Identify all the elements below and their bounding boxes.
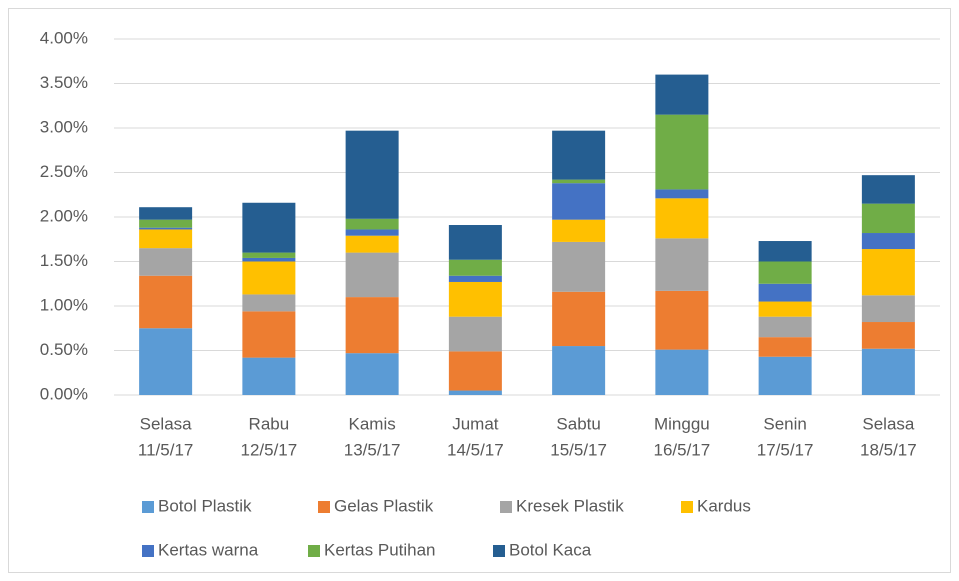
x-tick-label: 14/5/17 [447,440,504,459]
bar-segment [242,311,296,358]
bar-segment [861,203,915,234]
legend-swatch [142,545,154,557]
bar-segment [242,252,296,258]
bar-segment [552,130,606,180]
bar-segment [139,229,193,249]
bar-segment [345,297,399,354]
y-tick-label: 4.00% [40,28,88,47]
y-tick-label: 1.50% [40,251,88,270]
bar-segment [655,114,709,190]
bar-segment [242,261,296,295]
bar-segment [655,198,709,239]
x-tick-label: Selasa [140,414,193,433]
bar-segment [758,316,812,338]
bar-segment [758,261,812,284]
y-tick-label: 3.00% [40,117,88,136]
bar-segment [861,249,915,296]
bar-segment [345,229,399,236]
bar-segment [758,337,812,357]
bar-segment [242,257,296,262]
bar-segment [552,346,606,395]
bar-segment [345,235,399,253]
y-tick-label: 2.50% [40,162,88,181]
x-tick-label: 12/5/17 [241,440,298,459]
bar-segment [139,219,193,228]
x-tick-label: 18/5/17 [860,440,917,459]
bar-segment [861,233,915,250]
x-tick-label: Jumat [452,414,499,433]
bar-segment [345,353,399,395]
bar-segment [861,175,915,204]
bar-segment [448,259,502,276]
bar-segment [139,207,193,220]
y-tick-label: 0.50% [40,340,88,359]
legend-swatch [308,545,320,557]
bar-segment [242,357,296,395]
legend-swatch [500,501,512,513]
x-tick-label: 16/5/17 [654,440,711,459]
legend-label: Botol Plastik [158,496,252,515]
x-tick-label: Minggu [654,414,710,433]
bar-segment [552,219,606,242]
x-tick-label: Senin [763,414,806,433]
bar-segment [448,225,502,260]
legend-swatch [142,501,154,513]
legend-label: Kertas warna [158,540,259,559]
bar-segment [655,238,709,291]
x-tick-label: Selasa [862,414,915,433]
legend-label: Gelas Plastik [334,496,434,515]
bar-segment [861,322,915,349]
bar-segment [139,248,193,276]
bar-segment [139,275,193,329]
bar-segment [552,291,606,347]
legend-label: Botol Kaca [509,540,592,559]
bar-segment [758,283,812,302]
legend-swatch [493,545,505,557]
bar-segment [655,189,709,199]
bar-segment [448,275,502,282]
bar-segment [552,179,606,184]
bar-segment [139,328,193,395]
bar-segment [345,252,399,298]
legend-label: Kardus [697,496,751,515]
bar-segment [345,130,399,219]
bar-segment [448,351,502,391]
bar-segment [552,183,606,220]
bar-segment [655,74,709,115]
legend-label: Kertas Putihan [324,540,436,559]
bar-segment [655,349,709,395]
x-tick-label: 13/5/17 [344,440,401,459]
y-tick-label: 1.00% [40,295,88,314]
bar-segment [448,281,502,317]
bar-segment [448,390,502,395]
y-tick-label: 2.00% [40,206,88,225]
legend-label: Kresek Plastik [516,496,624,515]
y-tick-label: 0.00% [40,384,88,403]
bar-segment [861,295,915,323]
bar-segment [139,227,193,230]
x-tick-label: Sabtu [556,414,600,433]
bar-segment [242,294,296,312]
legend-swatch [318,501,330,513]
bar-segment [655,290,709,350]
bar-segment [345,218,399,230]
x-tick-label: 17/5/17 [757,440,814,459]
y-tick-label: 3.50% [40,73,88,92]
x-tick-label: Kamis [349,414,396,433]
x-tick-label: Rabu [249,414,290,433]
bar-segment [758,301,812,317]
legend-swatch [681,501,693,513]
bar-segment [758,241,812,262]
bar-segment [758,356,812,395]
x-tick-label: 11/5/17 [138,440,193,459]
bar-segment [861,348,915,395]
bar-segment [448,316,502,352]
x-tick-label: 15/5/17 [550,440,607,459]
bar-segment [242,202,296,253]
bar-segment [552,241,606,292]
